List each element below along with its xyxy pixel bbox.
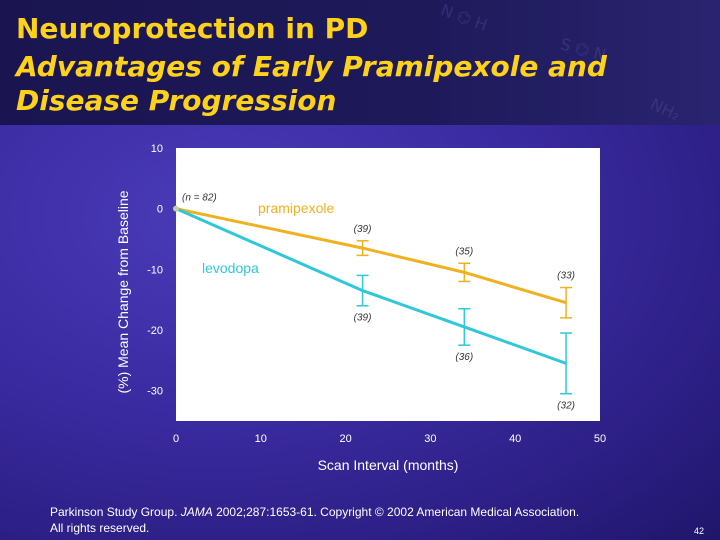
- slide-subtitle: Advantages of Early Pramipexole and Dise…: [16, 50, 607, 117]
- levodopa-n-label: (32): [557, 401, 575, 412]
- y-tick-label: -20: [147, 325, 163, 337]
- y-tick-label: -30: [147, 386, 163, 398]
- x-tick-label: 30: [424, 433, 436, 445]
- plot-area: [176, 148, 600, 421]
- pramipexole-n-label: (39): [354, 224, 372, 235]
- page-number: 42: [693, 526, 704, 536]
- citation-journal: JAMA: [180, 505, 213, 519]
- header-band: [0, 0, 720, 125]
- y-tick-label: 0: [157, 204, 163, 216]
- y-tick-label: -10: [147, 264, 163, 276]
- x-axis-label: Scan Interval (months): [318, 457, 459, 473]
- pramipexole-legend-label: pramipexole: [258, 200, 334, 216]
- citation-rest: 2002;287:1653-61. Copyright © 2002 Ameri…: [212, 505, 580, 519]
- x-tick-label: 50: [594, 433, 606, 445]
- y-axis-label: (%) Mean Change from Baseline: [115, 190, 131, 393]
- y-tick-label: 10: [151, 143, 163, 155]
- pramipexole-n-label: (33): [557, 271, 575, 282]
- pramipexole-n-label: (35): [455, 246, 473, 257]
- slide-title: Neuroprotection in PD: [16, 12, 369, 45]
- citation: Parkinson Study Group. JAMA 2002;287:165…: [50, 504, 690, 536]
- citation-line2: All rights reserved.: [50, 521, 150, 535]
- levodopa-line: [175, 207, 567, 365]
- baseline-point: [173, 205, 179, 212]
- levodopa-n-label: (39): [354, 313, 372, 324]
- x-tick-label: 0: [173, 433, 179, 445]
- levodopa-n-label: (36): [455, 352, 473, 363]
- baseline-n-label: (n = 82): [182, 193, 217, 204]
- citation-prefix: Parkinson Study Group.: [50, 505, 181, 519]
- x-tick-label: 10: [255, 433, 267, 445]
- pramipexole-line: [175, 207, 567, 305]
- x-tick-label: 40: [509, 433, 521, 445]
- levodopa-legend-label: levodopa: [202, 260, 259, 276]
- x-tick-label: 20: [339, 433, 351, 445]
